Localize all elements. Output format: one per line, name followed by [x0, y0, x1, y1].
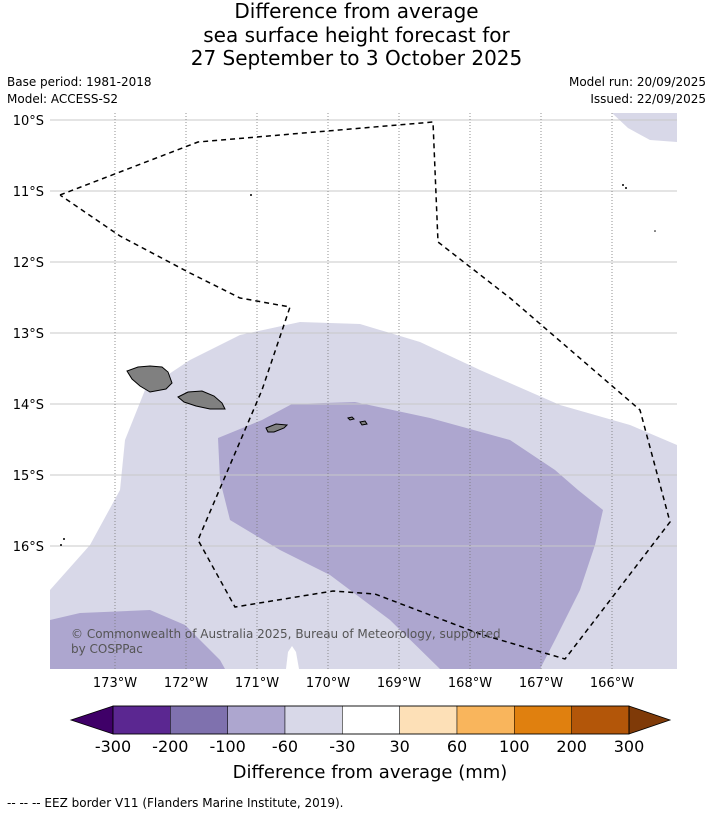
lat-label: 16°S [13, 540, 44, 555]
base-info: Base period: 1981-2018 Model: ACCESS-S2 [7, 74, 152, 108]
lat-label: 11°S [13, 185, 44, 200]
colorbar-cell [399, 705, 458, 735]
ofu-island [347, 416, 355, 421]
latitude-gridlines [50, 119, 677, 547]
colorbar-tick-label: -60 [272, 737, 298, 756]
colorbar-cell [284, 705, 343, 735]
copyright-line-1: © Commonwealth of Australia 2025, Bureau… [71, 627, 501, 641]
lon-label: 166°W [590, 676, 634, 691]
lon-label: 167°W [519, 676, 563, 691]
colorbar-tick-label: 60 [447, 737, 467, 756]
lon-label: 168°W [448, 676, 492, 691]
coastline-notch [286, 646, 299, 669]
colorbar-cell [571, 705, 630, 735]
colorbar-tick-label: 100 [499, 737, 530, 756]
colorbar: -300 -200 -100 -60 -30 30 60 100 200 300 Differen… [69, 705, 672, 783]
map-title: Difference from average sea surface heig… [0, 0, 713, 71]
lon-label: 173°W [93, 676, 137, 691]
colorbar-extend-high [628, 705, 672, 735]
colorbar-tick-label: -300 [95, 737, 131, 756]
savaii-island [126, 365, 173, 393]
colorbar-frame [112, 705, 630, 735]
tau-island [359, 420, 368, 426]
colorbar-tick-label: -100 [210, 737, 246, 756]
colorbar-tick-label: -200 [152, 737, 188, 756]
tutuila-island [265, 423, 289, 433]
colorbar-cell [227, 705, 286, 735]
copyright-line-2: by COSPPac [71, 642, 143, 656]
colorbar-cell [170, 705, 228, 735]
longitude-labels: 173°W 172°W 171°W 170°W 169°W 168°W 167°… [93, 676, 634, 691]
anomaly-band-100-60-central [218, 402, 603, 669]
eez-border-samoa-tokelau [59, 121, 671, 660]
lat-label: 14°S [13, 398, 44, 413]
lat-label: 13°S [13, 327, 44, 342]
lat-label: 15°S [13, 469, 44, 484]
lon-label: 170°W [306, 676, 350, 691]
small-islets [60, 184, 656, 546]
run-info: Model run: 20/09/2025 Issued: 22/09/2025 [569, 74, 706, 108]
colorbar-ticks: -300 -200 -100 -60 -30 30 60 100 200 300 [95, 737, 644, 756]
lat-label: 10°S [13, 114, 44, 129]
lat-label: 12°S [13, 256, 44, 271]
colorbar-cells [112, 705, 630, 735]
upolu-island [177, 390, 226, 410]
colorbar-label: Difference from average (mm) [233, 762, 508, 783]
title-line-3: 27 September to 3 October 2025 [190, 46, 523, 70]
eez-borders [59, 121, 671, 660]
latitude-labels: 10°S 11°S 12°S 13°S 14°S 15°S 16°S [13, 114, 44, 555]
map-area: © Commonwealth of Australia 2025, Bureau… [50, 113, 677, 669]
model-text: Model: ACCESS-S2 [7, 92, 119, 106]
model-run-text: Model run: 20/09/2025 [568, 75, 706, 89]
colorbar-tick-label: -30 [329, 737, 355, 756]
colorbar-extend-low [69, 705, 114, 735]
colorbar-cell [514, 705, 572, 735]
islands [126, 365, 368, 433]
title-line-2: sea surface height forecast for [203, 22, 510, 47]
eez-legend-note: -- -- -- EEZ border V11 (Flanders Marine… [7, 796, 344, 810]
lon-label: 172°W [164, 676, 208, 691]
colorbar-tick-label: 200 [556, 737, 587, 756]
base-period-text: Base period: 1981-2018 [7, 75, 152, 89]
colorbar-tick-label: 300 [614, 737, 645, 756]
issued-text: Issued: 22/09/2025 [590, 92, 706, 106]
colorbar-cell [112, 705, 171, 735]
lon-label: 169°W [377, 676, 421, 691]
colorbar-tick-label: 30 [389, 737, 409, 756]
anomaly-band-100-60-southwest [50, 610, 225, 669]
colorbar-cell [342, 705, 400, 735]
colorbar-cell [456, 705, 515, 735]
title-line-1: Difference from average [234, 0, 479, 23]
lon-label: 171°W [235, 676, 279, 691]
